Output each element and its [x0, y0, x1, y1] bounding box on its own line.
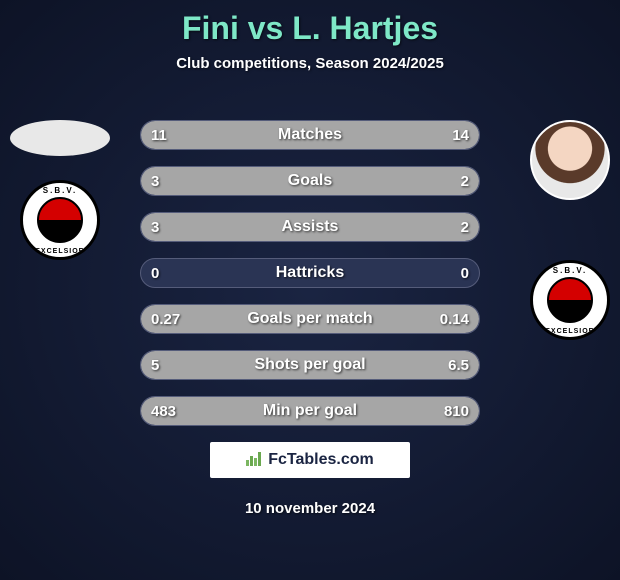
- stat-value-right: 6.5: [448, 357, 469, 374]
- stat-label: Matches: [141, 126, 479, 144]
- infographic-root: Fini vs L. Hartjes Club competitions, Se…: [0, 0, 620, 580]
- stat-value-right: 810: [444, 403, 469, 420]
- stat-value-left: 11: [151, 127, 167, 144]
- brand-box: FcTables.com: [210, 442, 410, 478]
- stat-label: Min per goal: [141, 402, 479, 420]
- stat-value-right: 0: [461, 265, 469, 282]
- stat-label: Goals: [141, 172, 479, 190]
- stat-value-right: 2: [461, 219, 469, 236]
- club-badge-top-text: S.B.V.: [553, 266, 587, 275]
- brand-bars-icon: [246, 452, 262, 469]
- page-title: Fini vs L. Hartjes: [0, 10, 620, 47]
- avatar-player-right: [530, 120, 610, 200]
- subtitle: Club competitions, Season 2024/2025: [0, 55, 620, 72]
- stat-label: Hattricks: [141, 264, 479, 282]
- club-badge-bottom-text: EXCELSIOR: [35, 248, 84, 255]
- stat-value-right: 2: [461, 173, 469, 190]
- stat-value-left: 0: [151, 265, 159, 282]
- stat-row: 3 2Assists: [140, 212, 480, 242]
- club-badge-top-text: S.B.V.: [43, 186, 77, 195]
- club-flag-icon: [37, 197, 83, 243]
- stat-value-left: 0.27: [151, 311, 180, 328]
- stats-panel: 1114Matches32Goals32Assists00Hattricks0.…: [140, 120, 480, 442]
- stat-label: Goals per match: [141, 310, 479, 328]
- stat-value-left: 3: [151, 219, 159, 236]
- club-badge-bottom-text: EXCELSIOR: [545, 328, 594, 335]
- club-flag-icon: [547, 277, 593, 323]
- avatar-player-left: [10, 120, 110, 156]
- stat-value-left: 5: [151, 357, 159, 374]
- stat-value-left: 3: [151, 173, 159, 190]
- stat-row: 0 0Hattricks: [140, 258, 480, 288]
- brand-label: FcTables.com: [268, 451, 374, 469]
- stat-label: Assists: [141, 218, 479, 236]
- club-badge-right: S.B.V. EXCELSIOR: [530, 260, 610, 340]
- club-badge-left: S.B.V. EXCELSIOR: [20, 180, 100, 260]
- stat-value-right: 14: [452, 127, 469, 144]
- date-label: 10 november 2024: [0, 500, 620, 517]
- stat-row: 3 2Goals: [140, 166, 480, 196]
- stat-value-right: 0.14: [440, 311, 469, 328]
- stat-row: 5 6.5Shots per goal: [140, 350, 480, 380]
- stat-row: 0.27 0.14Goals per match: [140, 304, 480, 334]
- stat-row: 11 14Matches: [140, 120, 480, 150]
- stat-label: Shots per goal: [141, 356, 479, 374]
- stat-row: 483 810Min per goal: [140, 396, 480, 426]
- stat-value-left: 483: [151, 403, 176, 420]
